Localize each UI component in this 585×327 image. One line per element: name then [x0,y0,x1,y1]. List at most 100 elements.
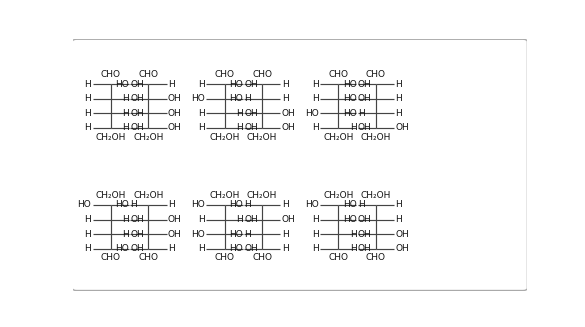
Text: CH₂OH: CH₂OH [133,191,164,200]
Text: CHO: CHO [101,253,121,262]
Text: H: H [312,230,319,239]
Text: H: H [358,109,364,118]
Text: CHO: CHO [139,253,159,262]
Text: CHO: CHO [366,253,386,262]
Text: CH₂OH: CH₂OH [209,191,240,200]
Text: CHO: CHO [366,70,386,79]
Text: H: H [312,94,319,103]
Text: HO: HO [229,230,243,239]
Text: H: H [282,79,288,89]
Text: H: H [350,244,356,253]
Text: H: H [244,230,251,239]
Text: CH₂OH: CH₂OH [323,191,353,200]
Text: H: H [122,109,129,118]
Text: H: H [168,79,175,89]
Text: OH: OH [244,79,258,89]
Text: OH: OH [130,79,144,89]
Text: CHO: CHO [139,70,159,79]
Text: H: H [198,123,205,132]
Text: H: H [312,215,319,224]
Text: HO: HO [191,230,205,239]
Text: H: H [84,94,91,103]
Text: HO: HO [191,94,205,103]
Text: OH: OH [130,244,144,253]
Text: H: H [236,109,243,118]
Text: H: H [168,244,175,253]
Text: HO: HO [115,79,129,89]
FancyBboxPatch shape [72,39,528,290]
Text: H: H [312,244,319,253]
Text: OH: OH [282,123,295,132]
Text: H: H [395,79,402,89]
Text: HO: HO [343,200,356,209]
Text: H: H [84,123,91,132]
Text: H: H [122,230,129,239]
Text: CH₂OH: CH₂OH [361,132,391,142]
Text: CHO: CHO [215,70,235,79]
Text: OH: OH [244,123,258,132]
Text: OH: OH [395,230,410,239]
Text: H: H [122,215,129,224]
Text: CHO: CHO [215,253,235,262]
Text: OH: OH [168,109,181,118]
Text: OH: OH [244,244,258,253]
Text: OH: OH [130,230,144,239]
Text: OH: OH [168,230,181,239]
Text: OH: OH [244,109,258,118]
Text: OH: OH [130,123,144,132]
Text: OH: OH [168,123,181,132]
Text: OH: OH [358,244,371,253]
Text: OH: OH [358,123,371,132]
Text: OH: OH [282,109,295,118]
Text: HO: HO [229,79,243,89]
Text: H: H [122,123,129,132]
Text: OH: OH [130,215,144,224]
Text: CH₂OH: CH₂OH [247,191,277,200]
Text: H: H [168,200,175,209]
Text: OH: OH [358,215,371,224]
Text: H: H [122,94,129,103]
Text: HO: HO [343,79,356,89]
Text: HO: HO [229,244,243,253]
Text: CHO: CHO [328,70,348,79]
Text: CHO: CHO [101,70,121,79]
Text: H: H [198,244,205,253]
Text: HO: HO [77,200,91,209]
Text: H: H [84,230,91,239]
Text: CH₂OH: CH₂OH [247,132,277,142]
Text: OH: OH [244,215,258,224]
Text: H: H [282,244,288,253]
Text: H: H [282,200,288,209]
Text: H: H [312,123,319,132]
Text: H: H [395,94,402,103]
Text: H: H [198,215,205,224]
Text: CHO: CHO [328,253,348,262]
Text: HO: HO [115,244,129,253]
Text: H: H [244,200,251,209]
Text: H: H [236,215,243,224]
Text: CH₂OH: CH₂OH [95,191,126,200]
Text: H: H [350,123,356,132]
Text: OH: OH [168,94,181,103]
Text: HO: HO [115,200,129,209]
Text: OH: OH [282,215,295,224]
Text: H: H [84,244,91,253]
Text: H: H [84,79,91,89]
Text: CHO: CHO [252,253,272,262]
Text: H: H [358,200,364,209]
Text: H: H [236,123,243,132]
Text: H: H [244,94,251,103]
Text: H: H [282,230,288,239]
Text: OH: OH [130,94,144,103]
Text: OH: OH [130,109,144,118]
Text: HO: HO [305,200,319,209]
Text: H: H [198,109,205,118]
Text: H: H [198,79,205,89]
Text: CH₂OH: CH₂OH [361,191,391,200]
Text: OH: OH [395,123,410,132]
Text: HO: HO [305,109,319,118]
Text: H: H [282,94,288,103]
Text: HO: HO [343,94,356,103]
Text: HO: HO [343,215,356,224]
Text: OH: OH [168,215,181,224]
